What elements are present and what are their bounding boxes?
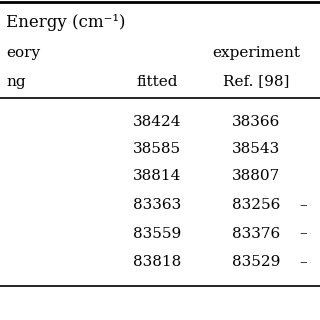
Text: 38585: 38585 — [133, 142, 181, 156]
Text: experiment: experiment — [212, 46, 300, 60]
Text: –: – — [300, 227, 307, 241]
Text: 38543: 38543 — [232, 142, 280, 156]
Text: –: – — [300, 198, 307, 212]
Text: eory: eory — [6, 46, 41, 60]
Text: Ref. [98]: Ref. [98] — [223, 75, 289, 89]
Text: 83559: 83559 — [133, 227, 181, 241]
Text: ng: ng — [6, 75, 26, 89]
Text: 38814: 38814 — [132, 169, 181, 183]
Text: 83363: 83363 — [133, 198, 181, 212]
Text: 83256: 83256 — [232, 198, 280, 212]
Text: fitted: fitted — [136, 75, 178, 89]
Text: 38807: 38807 — [232, 169, 280, 183]
Text: 83818: 83818 — [133, 255, 181, 269]
Text: Energy (cm⁻¹): Energy (cm⁻¹) — [6, 14, 126, 31]
Text: –: – — [300, 255, 307, 269]
Text: 83376: 83376 — [232, 227, 280, 241]
Text: 83529: 83529 — [232, 255, 280, 269]
Text: 38366: 38366 — [232, 115, 280, 129]
Text: 38424: 38424 — [132, 115, 181, 129]
